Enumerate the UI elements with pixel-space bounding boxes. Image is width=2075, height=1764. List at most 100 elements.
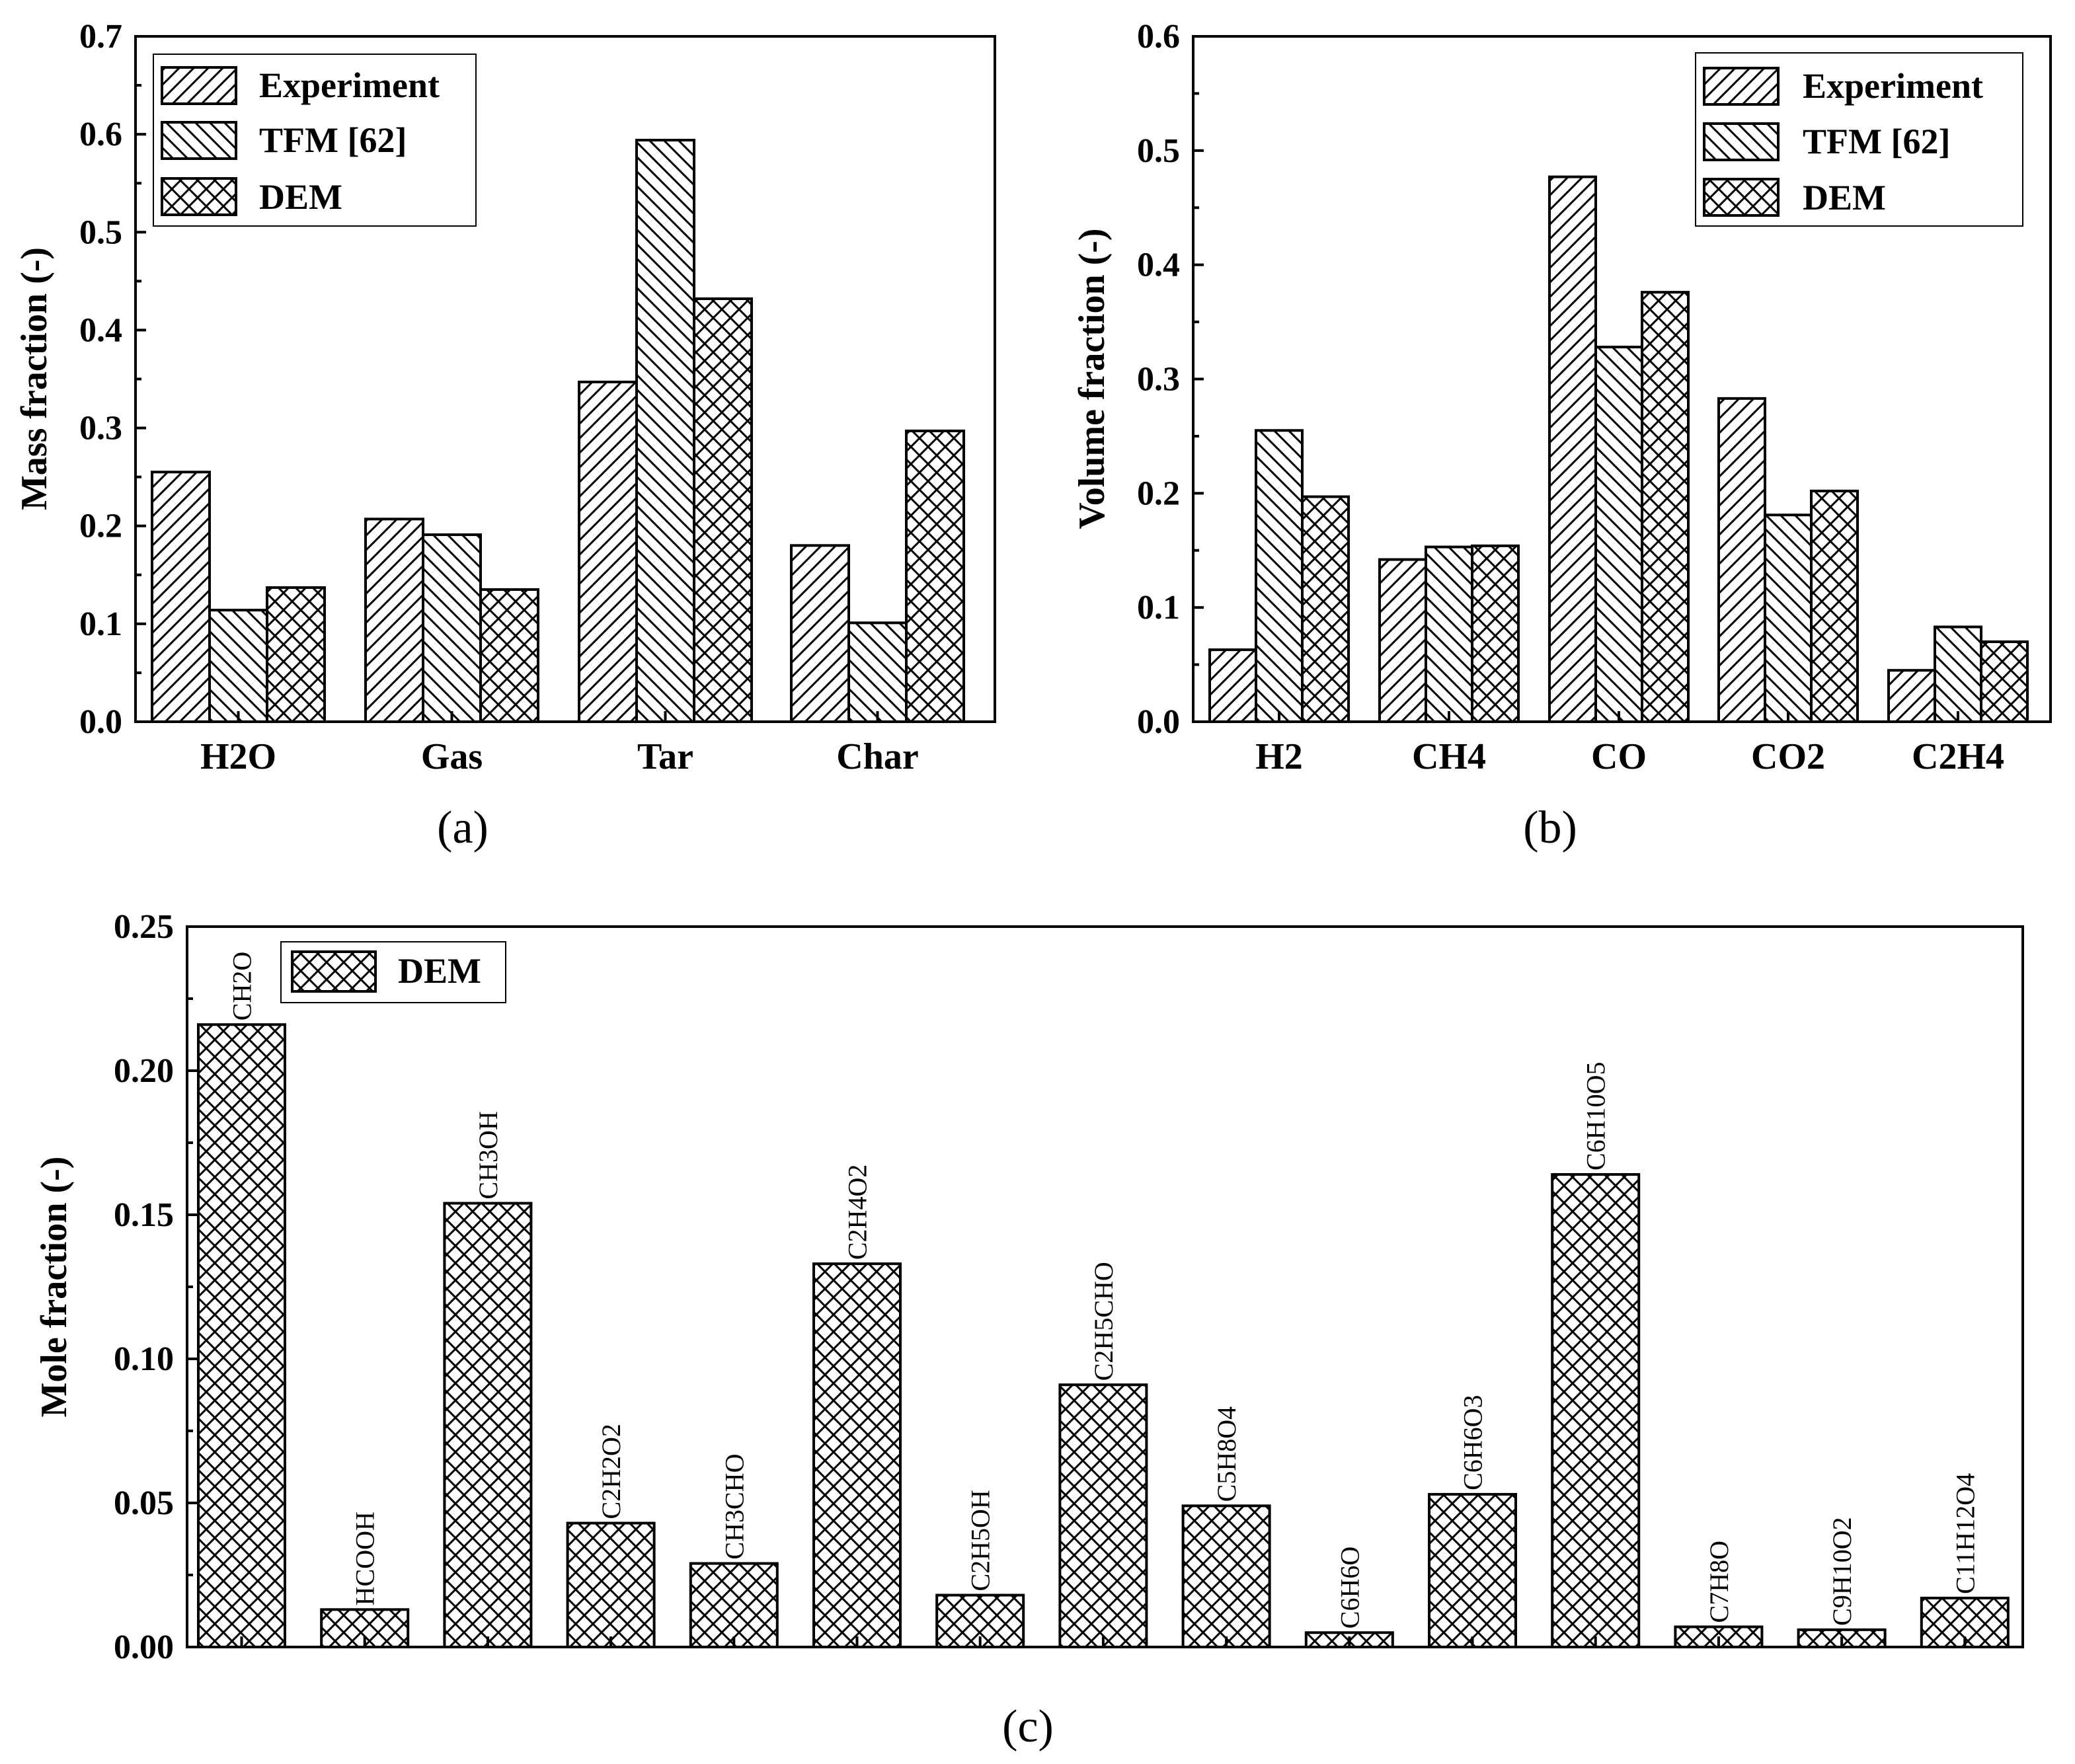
ytick-label: 0.05 — [114, 1484, 174, 1522]
panel-b-yticks: 0.0 0.1 0.2 0.3 0.4 0.5 0.6 — [1137, 18, 1204, 741]
ytick-label: 0.1 — [79, 605, 122, 643]
ytick-label: 0.2 — [79, 508, 122, 545]
bar-label-c2h4o2: C2H4O2 — [843, 1165, 873, 1260]
panel-c-caption: (c) — [1002, 1701, 1054, 1752]
panel-c-legend-swatch-dem — [291, 950, 377, 993]
bar-co2-dem — [1810, 489, 1859, 723]
bar-label-hcooh: HCOOH — [350, 1512, 380, 1605]
bar-c2h4o2 — [812, 1262, 902, 1648]
bar-label-c5h8o4: C5H8O4 — [1212, 1406, 1241, 1502]
bar-co-dem — [1641, 291, 1690, 723]
bar-c2h4-experiment — [1887, 669, 1936, 723]
bar-label-ch3oh: CH3OH — [473, 1111, 503, 1199]
ytick-label: 0.3 — [1137, 361, 1180, 399]
category-label-ch4: CH4 — [1412, 736, 1486, 777]
ytick-label: 0.0 — [1137, 703, 1180, 741]
ytick-label: 0.20 — [114, 1052, 174, 1090]
bar-co2-experiment — [1717, 397, 1766, 723]
ytick-label: 0.2 — [1137, 475, 1180, 512]
panel-a-caption: (a) — [437, 802, 489, 853]
ytick-label: 0.0 — [79, 703, 122, 741]
panel-b-legend-label-tfm: TFM [62] — [1803, 122, 1950, 161]
bar-tar-dem — [693, 297, 753, 724]
panel-b-legend: Experiment TFM [62] DEM — [1695, 52, 2023, 227]
panel-b-ylabel: Volume fraction (-) — [1072, 228, 1113, 529]
panel-a-ylabel: Mass fraction (-) — [14, 247, 55, 510]
ytick-label: 0.4 — [79, 311, 122, 349]
bar-tar-tfm-62 — [635, 139, 695, 723]
panel-c-bars: CH2O HCOOH CH3OH C2H2O2 CH3CHO C2H4O2 C2H5OH C2… — [197, 952, 2010, 1649]
panel-a-legend-swatch-dem — [161, 177, 237, 216]
panel-b: Volume fraction (-) 0.00.10.20.30.40.50.… — [1072, 18, 2052, 853]
bar-gas-dem — [479, 588, 539, 723]
panel-b-caption: (b) — [1523, 802, 1577, 853]
bar-c2h5cho — [1058, 1383, 1148, 1648]
category-label-gas: Gas — [421, 736, 483, 777]
bar-ch3oh — [443, 1202, 533, 1649]
panel-a-legend-label-dem: DEM — [259, 177, 342, 217]
ytick-label: 0.6 — [79, 116, 122, 153]
panel-a-bars — [151, 139, 965, 724]
panel-a-legend-swatch-tfm — [161, 121, 237, 160]
bar-h2-experiment — [1208, 648, 1257, 723]
ytick-label: 0.6 — [1137, 18, 1180, 56]
category-label-char: Char — [836, 736, 918, 777]
bar-c6h6o3 — [1428, 1492, 1517, 1648]
bar-c5h8o4 — [1181, 1504, 1271, 1649]
panel-a-yticks: 0.0 0.1 0.2 0.3 0.4 0.5 0.6 0.7 — [79, 18, 146, 741]
bar-ch3cho — [689, 1562, 779, 1649]
bar-char-tfm-62 — [847, 621, 908, 724]
bar-char-dem — [905, 430, 965, 723]
bar-label-c6h6o3: C6H6O3 — [1458, 1395, 1488, 1490]
bar-c2h2o2 — [566, 1521, 656, 1649]
bar-char-experiment — [790, 544, 850, 723]
ytick-label: 0.00 — [114, 1629, 174, 1666]
panel-c-legend-label-dem: DEM — [398, 951, 481, 991]
ytick-label: 0.4 — [1137, 247, 1180, 284]
panel-b-legend-swatch-experiment — [1703, 67, 1780, 106]
bar-label-c6h10o5: C6H10O5 — [1581, 1062, 1611, 1170]
bar-label-c2h2o2: C2H2O2 — [596, 1424, 626, 1519]
bar-co2-tfm-62 — [1764, 514, 1813, 724]
ytick-label: 0.5 — [79, 213, 122, 251]
bar-c6h10o5 — [1551, 1172, 1641, 1648]
panel-c: Mole fraction (-) 0.000.050.100.150.200.… — [34, 908, 2024, 1752]
bar-h2-tfm-62 — [1255, 429, 1304, 724]
bar-ch4-dem — [1471, 544, 1520, 723]
bar-gas-tfm-62 — [422, 533, 482, 723]
panel-b-legend-swatch-tfm — [1703, 122, 1780, 161]
ytick-label: 0.7 — [79, 18, 122, 56]
bar-co-experiment — [1548, 175, 1597, 723]
panel-a: Mass fraction (-) 0.00.10.20.30.40.50.60… — [14, 18, 996, 853]
bar-label-ch3cho: CH3CHO — [719, 1454, 749, 1560]
ytick-label: 0.1 — [1137, 589, 1180, 627]
category-label-tar: Tar — [637, 736, 693, 777]
category-label-h2o: H2O — [200, 736, 276, 777]
bar-ch4-tfm-62 — [1425, 545, 1473, 723]
panel-b-legend-swatch-dem — [1703, 178, 1780, 217]
category-label-co: CO — [1591, 736, 1647, 777]
panel-b-categories: H2 CH4 CO CO2 C2H4 — [1255, 711, 2004, 777]
ytick-label: 0.5 — [1137, 132, 1180, 170]
panel-b-legend-label-dem: DEM — [1803, 178, 1886, 217]
bar-h2o-tfm-62 — [208, 609, 268, 723]
category-label-c2h4: C2H4 — [1912, 736, 2004, 777]
panel-a-legend: Experiment TFM [62] DEM — [153, 54, 477, 227]
bar-h2-dem — [1301, 495, 1350, 723]
bar-label-ch2o: CH2O — [227, 952, 257, 1020]
bar-h2o-dem — [266, 586, 326, 724]
panel-b-legend-label-experiment: Experiment — [1803, 66, 1983, 106]
panel-b-bars — [1208, 175, 2029, 724]
panel-a-categories: H2O Gas Tar Char — [200, 711, 919, 777]
bar-co-tfm-62 — [1594, 346, 1643, 723]
category-label-co2: CO2 — [1751, 736, 1825, 777]
bar-label-c7h8o: C7H8O — [1704, 1541, 1734, 1623]
ytick-label: 0.10 — [114, 1340, 174, 1378]
ytick-label: 0.25 — [114, 908, 174, 946]
bar-h2o-experiment — [151, 471, 211, 723]
panel-c-ylabel: Mole fraction (-) — [34, 1157, 75, 1418]
panel-c-yticks: 0.00 0.05 0.10 0.15 0.20 0.25 — [114, 908, 198, 1666]
ytick-label: 0.3 — [79, 410, 122, 447]
bar-label-c2h5oh: C2H5OH — [966, 1490, 996, 1591]
